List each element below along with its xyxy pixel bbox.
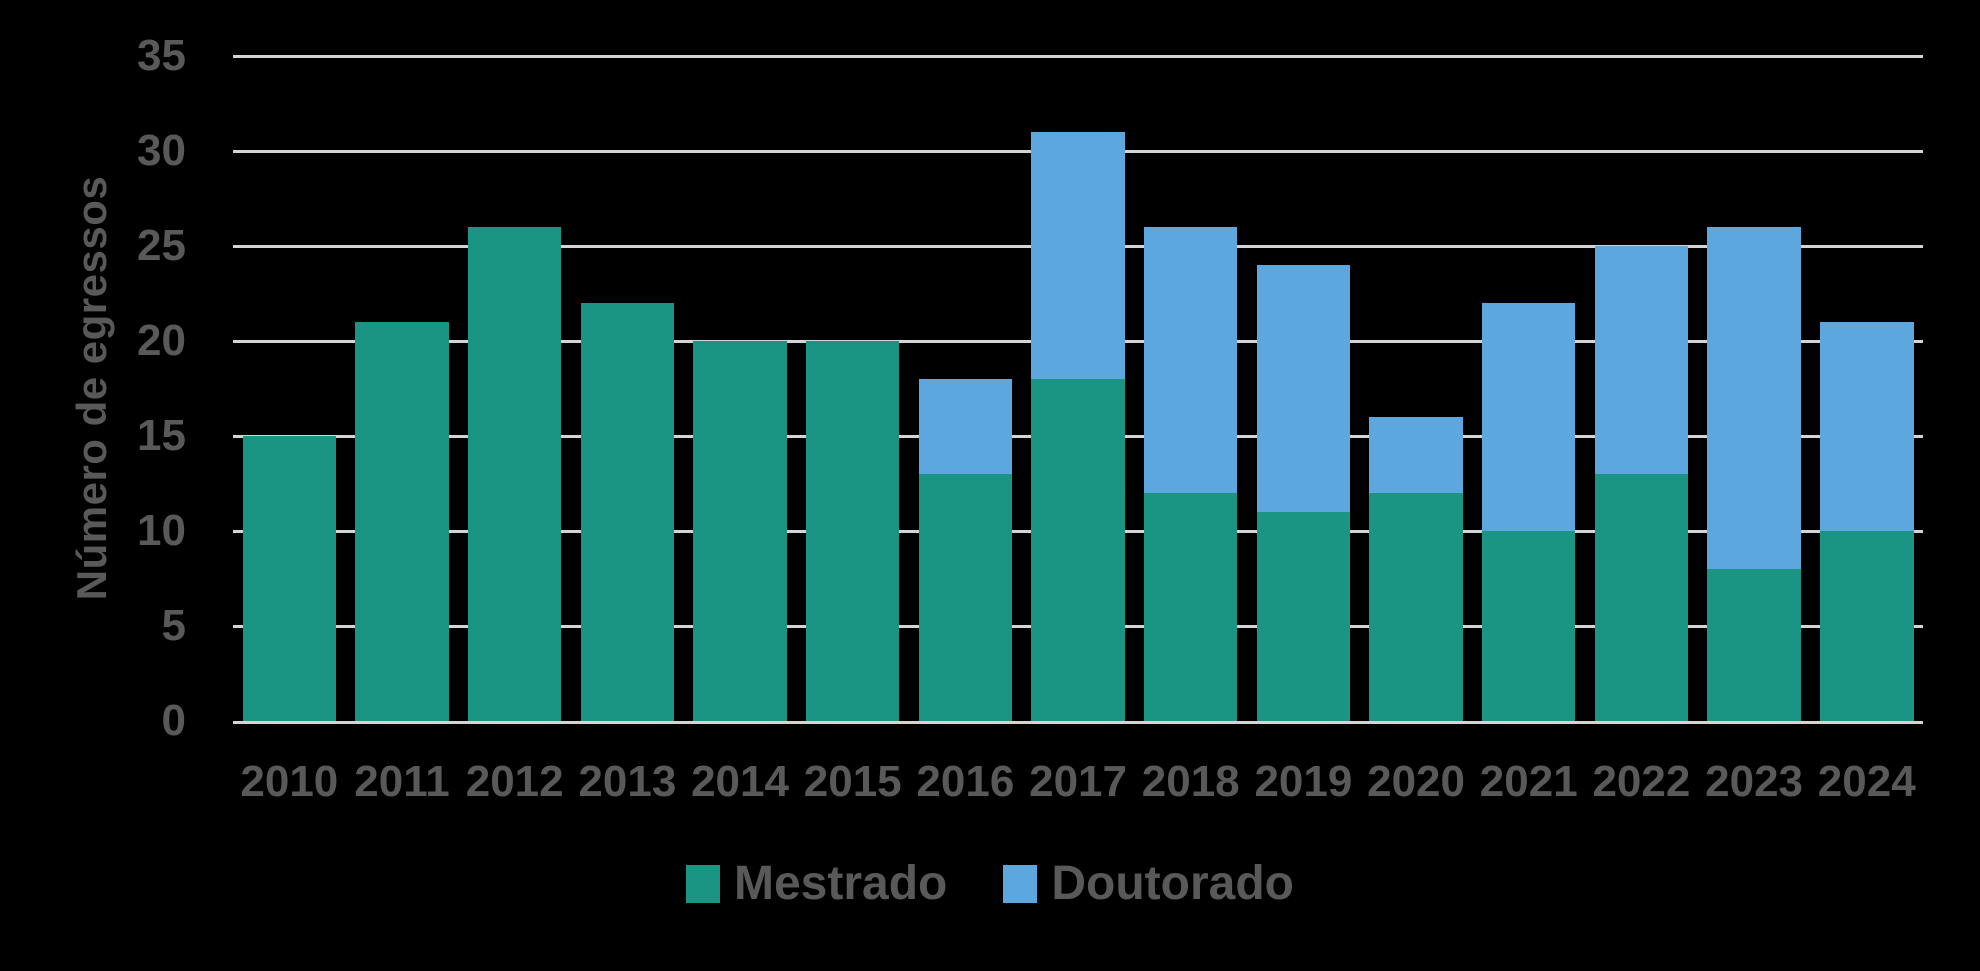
bar-slot-2018 bbox=[1134, 56, 1247, 721]
bar-stack-2010 bbox=[242, 436, 337, 721]
y-tick-label-0: 0 bbox=[161, 696, 186, 745]
bar-segment-mestrado-2019 bbox=[1256, 512, 1351, 721]
legend-swatch-mestrado bbox=[686, 865, 720, 903]
bar-slot-2020 bbox=[1360, 56, 1473, 721]
bar-segment-mestrado-2023 bbox=[1707, 569, 1801, 721]
bar-slot-2015 bbox=[796, 56, 909, 721]
bar-slot-2013 bbox=[571, 56, 684, 721]
legend-item-doutorado: Doutorado bbox=[1003, 860, 1294, 908]
legend-label-doutorado: Doutorado bbox=[1051, 857, 1294, 910]
y-tick-label-5: 5 bbox=[161, 601, 186, 650]
bar-segment-doutorado-2020 bbox=[1369, 417, 1463, 493]
bar-slot-2014 bbox=[684, 56, 797, 721]
legend-swatch-doutorado bbox=[1003, 865, 1038, 903]
x-tick-label-2022: 2022 bbox=[1592, 757, 1691, 806]
bar-segment-mestrado-2013 bbox=[580, 303, 675, 721]
bar-segment-mestrado-2012 bbox=[467, 227, 562, 721]
y-tick-label-30: 30 bbox=[137, 126, 186, 175]
bar-segment-doutorado-2019 bbox=[1256, 265, 1351, 512]
bar-segment-mestrado-2016 bbox=[918, 474, 1013, 721]
legend-label-mestrado: Mestrado bbox=[734, 857, 948, 910]
y-tick-label-15: 15 bbox=[137, 411, 186, 460]
x-tick-label-2016: 2016 bbox=[916, 757, 1015, 806]
bar-segment-mestrado-2010 bbox=[242, 436, 337, 721]
bar-stack-2016 bbox=[918, 379, 1013, 721]
bar-series bbox=[233, 56, 1923, 721]
x-tick-label-2013: 2013 bbox=[578, 757, 677, 806]
bar-segment-mestrado-2020 bbox=[1369, 493, 1463, 721]
bar-slot-2012 bbox=[458, 56, 571, 721]
bar-slot-2010 bbox=[233, 56, 346, 721]
y-tick-label-35: 35 bbox=[137, 31, 186, 80]
x-tick-label-2024: 2024 bbox=[1817, 757, 1916, 806]
x-axis-tick-labels: 2010 2011 2012 2013 2014 2015 2016 2017 2018 2019… bbox=[233, 760, 1923, 804]
plot-area bbox=[233, 55, 1923, 724]
bar-stack-2017 bbox=[1031, 132, 1125, 721]
x-tick-label-2021: 2021 bbox=[1479, 757, 1578, 806]
bar-stack-2023 bbox=[1707, 227, 1801, 721]
bar-segment-mestrado-2015 bbox=[805, 341, 900, 721]
bar-stack-2014 bbox=[693, 341, 787, 721]
bar-segment-doutorado-2022 bbox=[1594, 246, 1689, 474]
bar-stack-2020 bbox=[1369, 417, 1463, 721]
y-tick-label-25: 25 bbox=[137, 221, 186, 270]
bar-segment-mestrado-2017 bbox=[1031, 379, 1125, 721]
bar-segment-doutorado-2021 bbox=[1481, 303, 1576, 531]
bar-stack-2019 bbox=[1256, 265, 1351, 721]
x-tick-label-2018: 2018 bbox=[1141, 757, 1240, 806]
legend: Mestrado Doutorado bbox=[0, 858, 1980, 910]
bar-segment-doutorado-2016 bbox=[918, 379, 1013, 474]
y-tick-label-20: 20 bbox=[137, 316, 186, 365]
x-tick-label-2015: 2015 bbox=[803, 757, 902, 806]
x-tick-label-2014: 2014 bbox=[691, 757, 789, 806]
bar-segment-mestrado-2024 bbox=[1819, 531, 1914, 721]
bar-slot-2024 bbox=[1810, 56, 1923, 721]
x-tick-label-2019: 2019 bbox=[1254, 757, 1353, 806]
y-tick-label-10: 10 bbox=[137, 506, 186, 555]
bar-segment-doutorado-2018 bbox=[1143, 227, 1238, 493]
bar-stack-2024 bbox=[1819, 322, 1914, 721]
bar-stack-2022 bbox=[1594, 246, 1689, 721]
x-tick-label-2017: 2017 bbox=[1029, 757, 1127, 806]
bar-stack-2013 bbox=[580, 303, 675, 721]
x-tick-label-2011: 2011 bbox=[354, 757, 450, 806]
bar-stack-2015 bbox=[805, 341, 900, 721]
x-tick-label-2012: 2012 bbox=[465, 757, 564, 806]
x-tick-label-2010: 2010 bbox=[240, 757, 339, 806]
bar-slot-2021 bbox=[1472, 56, 1585, 721]
bar-slot-2016 bbox=[909, 56, 1022, 721]
x-tick-label-2023: 2023 bbox=[1705, 757, 1804, 806]
legend-item-mestrado: Mestrado bbox=[686, 860, 947, 908]
bar-segment-mestrado-2011 bbox=[355, 322, 449, 721]
bar-slot-2023 bbox=[1698, 56, 1811, 721]
bar-slot-2011 bbox=[346, 56, 459, 721]
gridline-35 bbox=[233, 55, 1923, 58]
bar-segment-doutorado-2024 bbox=[1819, 322, 1914, 531]
bar-segment-mestrado-2022 bbox=[1594, 474, 1689, 721]
bar-segment-doutorado-2017 bbox=[1031, 132, 1125, 379]
bar-segment-doutorado-2023 bbox=[1707, 227, 1801, 569]
bar-stack-2011 bbox=[355, 322, 449, 721]
bar-slot-2019 bbox=[1247, 56, 1360, 721]
bar-stack-2021 bbox=[1481, 303, 1576, 721]
bar-slot-2017 bbox=[1022, 56, 1135, 721]
bar-slot-2022 bbox=[1585, 56, 1698, 721]
x-tick-label-2020: 2020 bbox=[1367, 757, 1465, 806]
gridline-0 bbox=[233, 721, 1923, 724]
bar-segment-mestrado-2018 bbox=[1143, 493, 1238, 721]
bar-segment-mestrado-2014 bbox=[693, 341, 787, 721]
bar-segment-mestrado-2021 bbox=[1481, 531, 1576, 721]
bar-stack-2012 bbox=[467, 227, 562, 721]
bar-stack-2018 bbox=[1143, 227, 1238, 721]
